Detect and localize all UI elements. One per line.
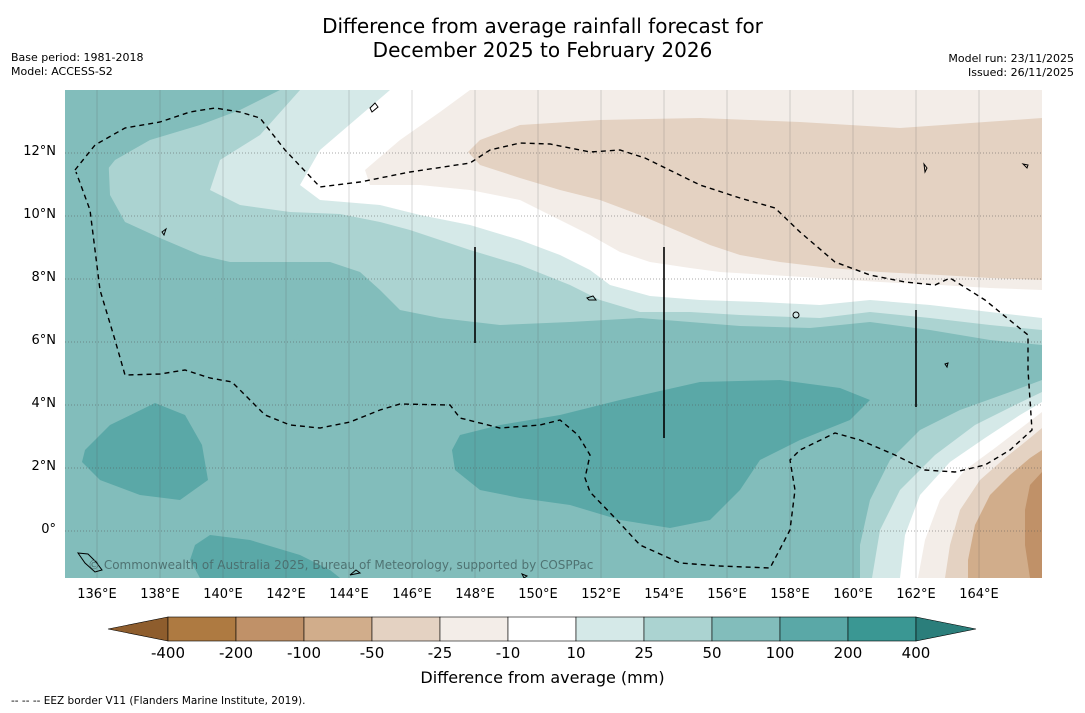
colorbar-title: Difference from average (mm): [420, 668, 665, 687]
lon-label-162e: 162°E: [896, 587, 936, 602]
colorbar-label: -400: [150, 644, 186, 662]
lon-label-154e: 154°E: [644, 587, 684, 602]
meta-left: Base period: 1981-2018 Model: ACCESS-S2: [11, 51, 143, 79]
lat-label-4n: 4°N: [31, 396, 57, 411]
colorbar-label: 400: [901, 644, 931, 662]
colorbar-label: 25: [634, 644, 654, 662]
colorbar-label: 100: [765, 644, 795, 662]
graticule: [65, 152, 1042, 532]
band-50-100-lobe: [65, 90, 280, 185]
eez-border: [74, 107, 1033, 569]
lat-label-8n: 8°N: [31, 270, 57, 285]
colorbar-swatch: [575, 616, 645, 642]
colorbar-swatch: [711, 616, 781, 642]
band-dry-moderate: [468, 118, 1042, 280]
lat-label-6n: 6°N: [31, 333, 57, 348]
colorbar-swatch: [371, 616, 441, 642]
colorbar-swatch: [643, 616, 713, 642]
islands: [76, 102, 1029, 578]
colorbar-label: -10: [495, 644, 521, 662]
colorbar-swatch: [303, 616, 373, 642]
colorbar-swatch: [235, 616, 305, 642]
lon-label-164e: 164°E: [959, 587, 999, 602]
lat-label-0: 0°: [41, 522, 56, 537]
lon-label-146e: 146°E: [392, 587, 432, 602]
eez-legend-note: -- -- -- EEZ border V11 (Flanders Marine…: [11, 695, 306, 707]
lon-label-140e: 140°E: [203, 587, 243, 602]
lat-label-2n: 2°N: [31, 459, 57, 474]
lon-label-152e: 152°E: [581, 587, 621, 602]
lon-label-142e: 142°E: [266, 587, 306, 602]
band-100-200-southwest: [190, 535, 340, 578]
lon-label-144e: 144°E: [329, 587, 369, 602]
colorbar-swatch: [439, 616, 509, 642]
model-name: Model: ACCESS-S2: [11, 65, 113, 78]
colorbar-swatch: [167, 616, 237, 642]
base-period: Base period: 1981-2018: [11, 51, 144, 64]
model-run: Model run: 23/11/2025: [948, 52, 1074, 65]
map-title: Difference from average rainfall forecas…: [0, 14, 1085, 62]
lon-label-136e: 136°E: [77, 587, 117, 602]
lat-label-10n: 10°N: [23, 207, 56, 222]
colorbar-label: -100: [286, 644, 322, 662]
colorbar-label: -25: [427, 644, 453, 662]
colorbar-label: 200: [833, 644, 863, 662]
lon-label-150e: 150°E: [518, 587, 558, 602]
colorbar-label: 10: [566, 644, 586, 662]
lat-label-12n: 12°N: [23, 144, 56, 159]
rainfall-anomaly-field: [65, 90, 1042, 578]
colorbar-extend-high: [915, 616, 977, 642]
colorbar-label: -200: [218, 644, 254, 662]
colorbar-label: 50: [702, 644, 722, 662]
lon-label-148e: 148°E: [455, 587, 495, 602]
lon-label-156e: 156°E: [707, 587, 747, 602]
copyright-notice: © Commonwealth of Australia 2025, Bureau…: [88, 558, 594, 572]
colorbar-swatch: [507, 616, 577, 642]
colorbar-swatch: [779, 616, 849, 642]
title-line-1: Difference from average rainfall forecas…: [322, 14, 763, 38]
colorbar-label: -50: [359, 644, 385, 662]
lon-label-158e: 158°E: [770, 587, 810, 602]
lon-label-138e: 138°E: [140, 587, 180, 602]
colorbar-swatch: [847, 616, 917, 642]
lon-label-160e: 160°E: [833, 587, 873, 602]
title-line-2: December 2025 to February 2026: [372, 38, 713, 62]
band-100-200-central: [452, 380, 870, 528]
band-se-6: [968, 450, 1042, 578]
eez-solid-segments: [474, 247, 917, 438]
band-se-7: [1025, 472, 1042, 578]
issued-date: Issued: 26/11/2025: [967, 66, 1074, 79]
colorbar-extend-low: [107, 616, 169, 642]
colorbar: [107, 616, 977, 642]
band-100-200-west: [82, 403, 208, 500]
meta-right: Model run: 23/11/2025 Issued: 26/11/2025: [948, 52, 1074, 80]
band-50-100-pocket: [215, 262, 385, 355]
